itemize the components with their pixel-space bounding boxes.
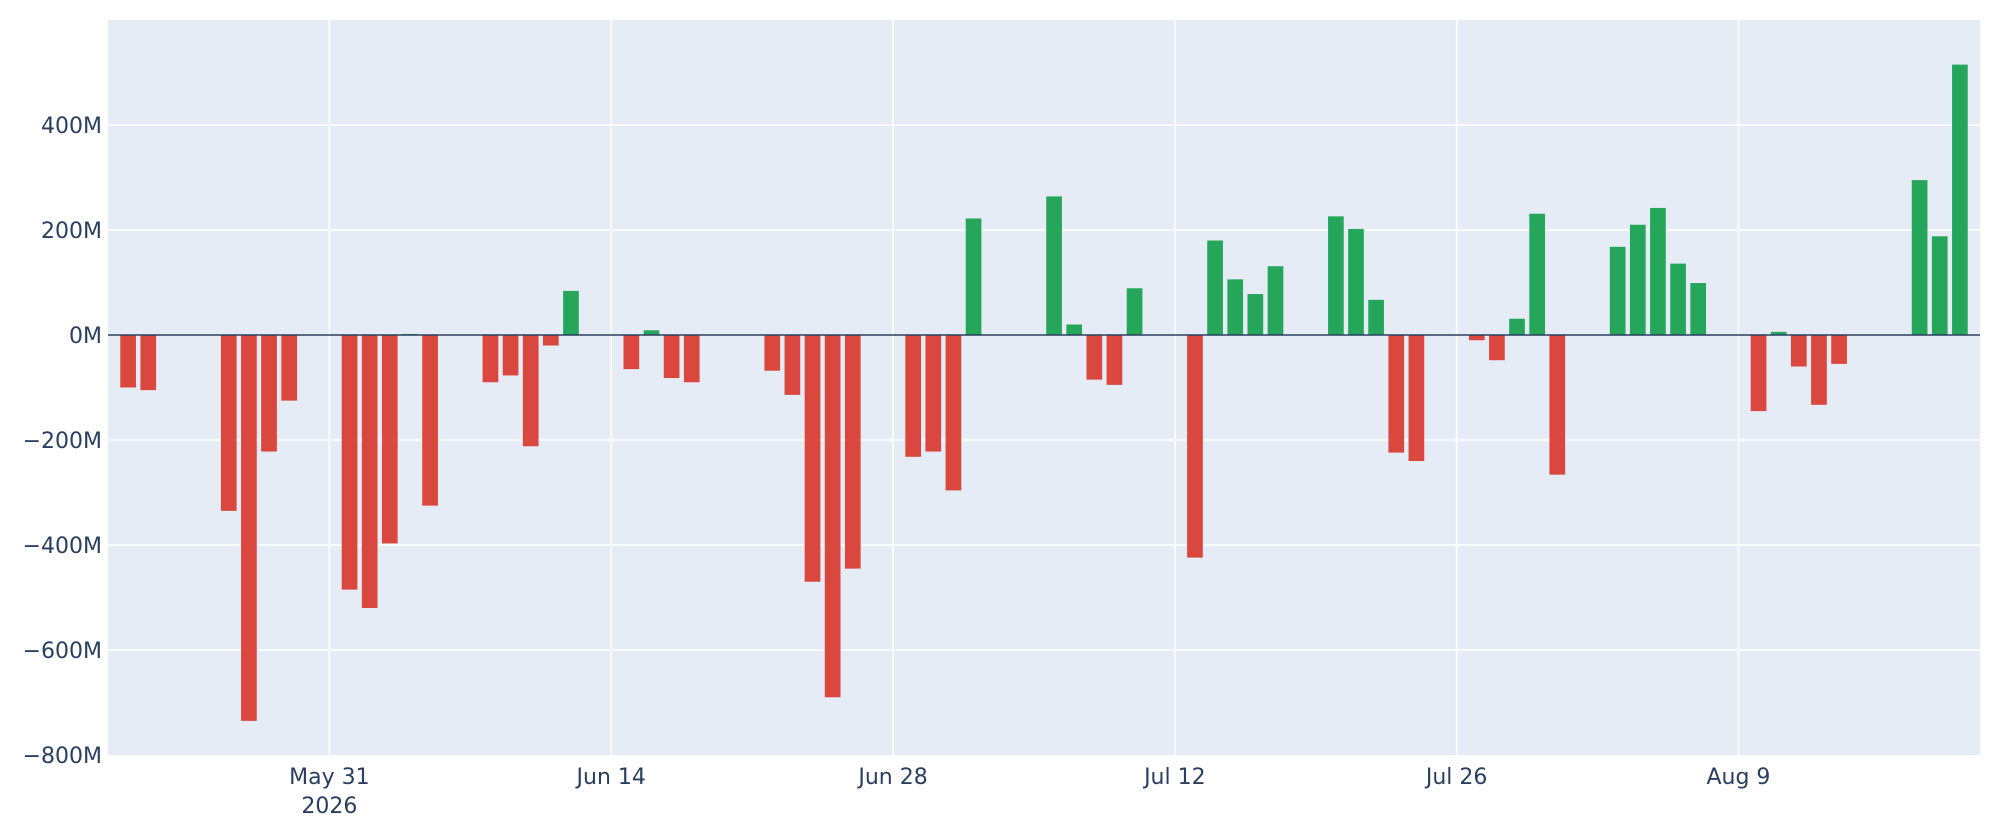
bar	[140, 335, 157, 391]
x-tick-label: Jun 28	[856, 765, 927, 790]
bar	[965, 218, 982, 335]
bar	[1670, 263, 1686, 335]
bar	[784, 335, 801, 395]
bar	[905, 335, 922, 457]
bar	[341, 335, 358, 590]
bar	[824, 335, 841, 698]
y-tick-label: −400M	[23, 534, 102, 559]
y-tick-label: 400M	[41, 114, 102, 139]
bar	[1690, 283, 1707, 335]
bar	[1790, 335, 1807, 367]
bar	[1348, 228, 1364, 335]
y-tick-label: −800M	[23, 744, 102, 769]
x-tick-label: Jul 26	[1424, 765, 1488, 790]
bar	[1509, 318, 1525, 335]
bar	[1952, 64, 1968, 335]
x-tick-sublabel: 2026	[301, 794, 357, 819]
bar	[1750, 335, 1767, 412]
bar	[422, 335, 438, 506]
x-tick-label: Jun 14	[575, 765, 646, 790]
y-axis: 400M 200M 0M −200M −400M −600M −800M	[23, 114, 102, 769]
bar	[945, 335, 962, 491]
bar	[1489, 335, 1505, 361]
bar	[1267, 266, 1284, 335]
y-tick-label: 200M	[41, 219, 102, 244]
x-tick-label: Jul 12	[1142, 765, 1206, 790]
y-tick-label: 0M	[69, 324, 102, 349]
bar	[1629, 224, 1646, 335]
bar	[623, 335, 640, 370]
bar	[1046, 196, 1062, 335]
bar	[120, 335, 136, 388]
bar	[1549, 335, 1566, 475]
bar	[361, 335, 378, 608]
bar	[1086, 335, 1103, 380]
bar	[502, 335, 519, 376]
bar	[1388, 335, 1405, 453]
bar	[241, 335, 257, 721]
bar	[220, 335, 237, 511]
bar	[1931, 236, 1948, 335]
bar	[663, 335, 680, 379]
bar	[683, 335, 700, 383]
bar	[643, 330, 660, 335]
bar	[1106, 335, 1123, 385]
bar	[1468, 335, 1485, 341]
bar	[764, 335, 781, 371]
bar	[1066, 324, 1083, 335]
x-axis: May 31 2026 Jun 14 Jun 28 Jul 12 Jul 26 Aug 9	[289, 765, 1770, 819]
y-tick-label: −600M	[23, 639, 102, 664]
bar	[542, 335, 559, 346]
bar	[844, 335, 861, 569]
bar	[563, 290, 579, 335]
bar	[1811, 335, 1827, 405]
bar	[1831, 335, 1847, 364]
grid-lines	[108, 20, 1980, 755]
bar	[1408, 335, 1425, 461]
bar	[1247, 294, 1264, 335]
bar	[381, 335, 398, 544]
bar	[804, 335, 821, 582]
bar	[281, 335, 298, 401]
bar	[1529, 213, 1546, 335]
bar	[1207, 240, 1223, 335]
bar	[1609, 246, 1626, 335]
bar	[1650, 207, 1666, 335]
bar	[1328, 216, 1344, 335]
plot-background	[108, 20, 1980, 755]
bar	[261, 335, 277, 452]
bar	[1770, 331, 1787, 335]
bar	[1126, 288, 1143, 335]
bar	[1368, 299, 1384, 335]
bar	[1187, 335, 1203, 558]
x-tick-label: May 31	[289, 765, 369, 790]
y-tick-label: −200M	[23, 429, 102, 454]
bar	[482, 335, 499, 383]
x-tick-label: Aug 9	[1706, 765, 1770, 790]
bar	[925, 335, 942, 452]
bar	[1227, 279, 1244, 335]
bar	[522, 335, 539, 447]
bars	[120, 64, 1968, 721]
bar	[1911, 180, 1928, 335]
